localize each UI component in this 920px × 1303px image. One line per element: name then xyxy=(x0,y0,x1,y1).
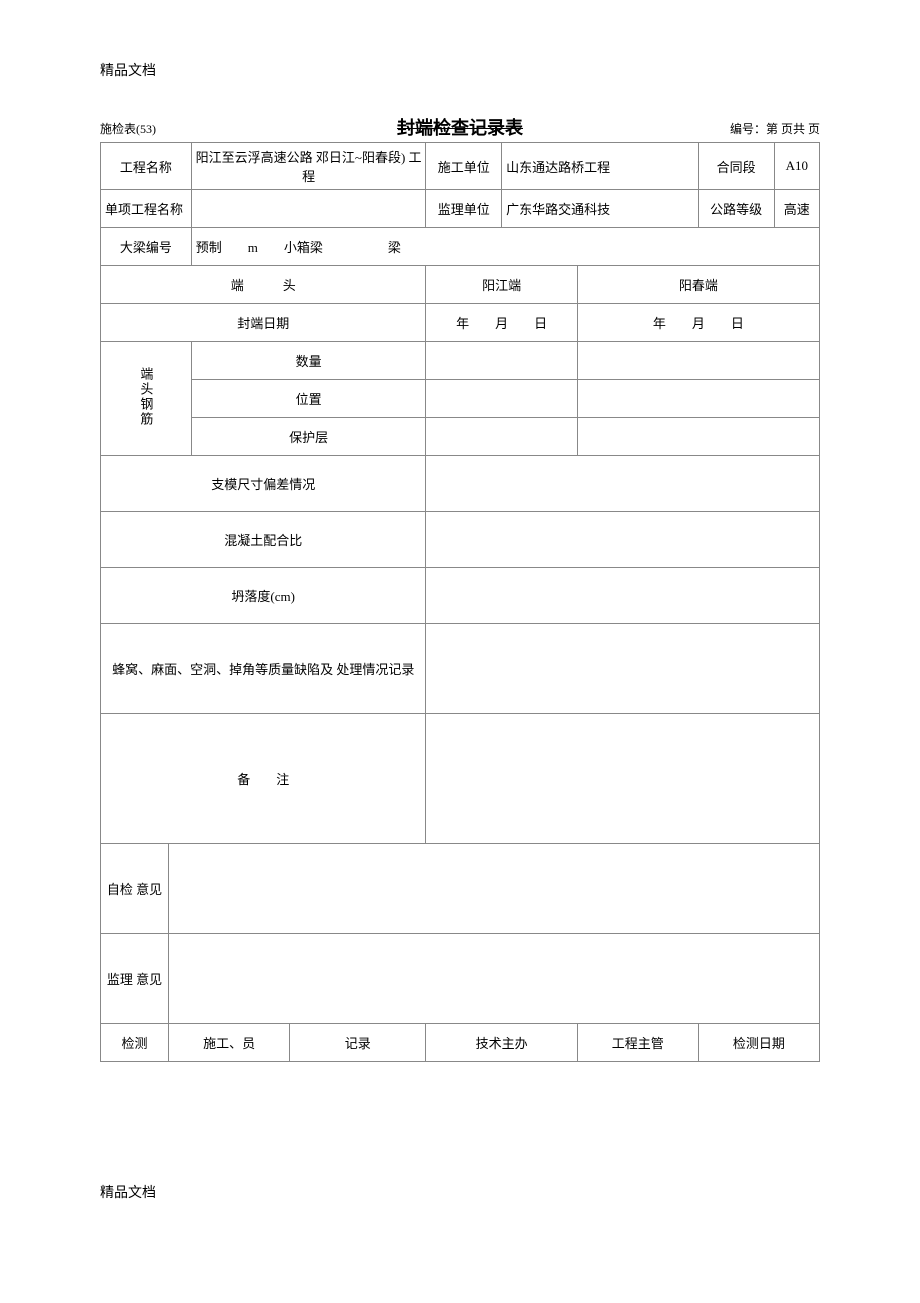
title-row: 施检表(53) 封端检查记录表 编号：第 页共 页 xyxy=(100,120,820,140)
form-code: 施检表(53) xyxy=(100,120,156,137)
value-contract-section: A10 xyxy=(774,143,819,190)
label-construction-unit: 施工单位 xyxy=(426,143,502,190)
label-supervisor-opinion: 监理 意见 xyxy=(101,934,169,1024)
value-seal-date-1: 年 月 日 xyxy=(426,304,577,342)
value-subproject xyxy=(191,190,426,228)
table-row: 端 头 阳江端 阳春端 xyxy=(101,266,820,304)
cell xyxy=(577,342,819,380)
value-seal-date-2: 年 月 日 xyxy=(577,304,819,342)
table-row: 混凝土配合比 xyxy=(101,512,820,568)
cell xyxy=(426,624,820,714)
label-record: 记录 xyxy=(290,1024,426,1062)
cell xyxy=(577,380,819,418)
cell xyxy=(169,844,820,934)
label-quantity: 数量 xyxy=(191,342,426,380)
label-inspection: 检测 xyxy=(101,1024,169,1062)
label-tech-lead: 技术主办 xyxy=(426,1024,577,1062)
label-mold: 支模尺寸偏差情况 xyxy=(101,456,426,512)
cell xyxy=(169,934,820,1024)
value-construction-unit: 山东通达路桥工程 xyxy=(502,143,699,190)
table-row: 位置 xyxy=(101,380,820,418)
inspection-table: 工程名称 阳江至云浮高速公路 邓日江~阳春段) 工程 施工单位 山东通达路桥工程… xyxy=(100,142,820,1062)
label-beam-no: 大梁编号 xyxy=(101,228,192,266)
table-row: 检测 施工、员 记录 技术主办 工程主管 检测日期 xyxy=(101,1024,820,1062)
cell xyxy=(426,342,577,380)
cell xyxy=(426,418,577,456)
label-project-name: 工程名称 xyxy=(101,143,192,190)
page-title: 封端检查记录表 xyxy=(397,114,523,140)
table-row: 监理 意见 xyxy=(101,934,820,1024)
footer-label: 精品文档 xyxy=(100,1182,820,1202)
table-row: 蜂窝、麻面、空洞、掉角等质量缺陷及 处理情况记录 xyxy=(101,624,820,714)
label-rebar-side: 端头钢筋 xyxy=(101,342,192,456)
cell xyxy=(426,380,577,418)
cell xyxy=(577,418,819,456)
page-number: 编号：第 页共 页 xyxy=(730,120,820,137)
label-concrete: 混凝土配合比 xyxy=(101,512,426,568)
value-highway-grade: 高速 xyxy=(774,190,819,228)
table-row: 封端日期 年 月 日 年 月 日 xyxy=(101,304,820,342)
value-project-name: 阳江至云浮高速公路 邓日江~阳春段) 工程 xyxy=(191,143,426,190)
value-beam-no: 预制 m 小箱梁 梁 xyxy=(191,228,819,266)
table-row: 大梁编号 预制 m 小箱梁 梁 xyxy=(101,228,820,266)
label-highway-grade: 公路等级 xyxy=(698,190,774,228)
label-constructor: 施工、员 xyxy=(169,1024,290,1062)
value-supervision-unit: 广东华路交通科技 xyxy=(502,190,699,228)
table-row: 备 注 xyxy=(101,714,820,844)
label-subproject: 单项工程名称 xyxy=(101,190,192,228)
label-project-lead: 工程主管 xyxy=(577,1024,698,1062)
table-row: 保护层 xyxy=(101,418,820,456)
table-row: 支模尺寸偏差情况 xyxy=(101,456,820,512)
table-row: 工程名称 阳江至云浮高速公路 邓日江~阳春段) 工程 施工单位 山东通达路桥工程… xyxy=(101,143,820,190)
label-self-check: 自检 意见 xyxy=(101,844,169,934)
label-position: 位置 xyxy=(191,380,426,418)
label-slump: 坍落度(cm) xyxy=(101,568,426,624)
label-defect: 蜂窝、麻面、空洞、掉角等质量缺陷及 处理情况记录 xyxy=(101,624,426,714)
table-row: 坍落度(cm) xyxy=(101,568,820,624)
label-remark: 备 注 xyxy=(101,714,426,844)
label-inspection-date: 检测日期 xyxy=(698,1024,819,1062)
table-row: 自检 意见 xyxy=(101,844,820,934)
cell xyxy=(426,456,820,512)
cell xyxy=(426,512,820,568)
value-yangchun-end: 阳春端 xyxy=(577,266,819,304)
top-label: 精品文档 xyxy=(100,60,820,80)
label-end-head: 端 头 xyxy=(101,266,426,304)
label-seal-date: 封端日期 xyxy=(101,304,426,342)
table-row: 端头钢筋 数量 xyxy=(101,342,820,380)
label-supervision-unit: 监理单位 xyxy=(426,190,502,228)
label-cover: 保护层 xyxy=(191,418,426,456)
label-contract-section: 合同段 xyxy=(698,143,774,190)
cell xyxy=(426,714,820,844)
cell xyxy=(426,568,820,624)
table-row: 单项工程名称 监理单位 广东华路交通科技 公路等级 高速 xyxy=(101,190,820,228)
value-yangjiang-end: 阳江端 xyxy=(426,266,577,304)
